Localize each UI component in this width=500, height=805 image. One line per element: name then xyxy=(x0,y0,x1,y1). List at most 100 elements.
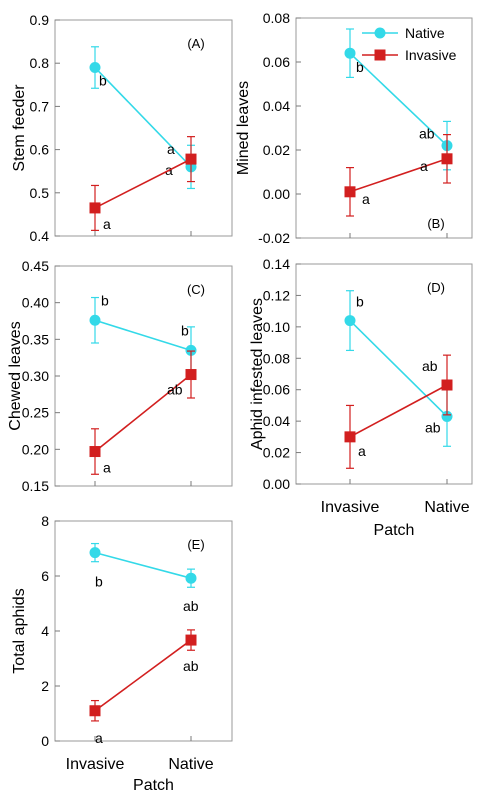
significance-letter: b xyxy=(101,292,109,308)
significance-letter: b xyxy=(99,73,107,89)
y-tick-label: -0.02 xyxy=(258,230,290,246)
x-tick-label: Invasive xyxy=(321,499,380,516)
significance-letter: b xyxy=(356,294,364,310)
y-tick-label: 2 xyxy=(41,678,49,694)
plot-frame xyxy=(54,19,233,237)
y-tick-label: 0.02 xyxy=(263,445,290,461)
y-tick-label: 0.7 xyxy=(30,98,50,114)
data-point-circle xyxy=(344,315,356,327)
data-point-square xyxy=(185,153,197,165)
plot-frame xyxy=(295,263,473,485)
data-point-square xyxy=(185,369,197,381)
y-tick-label: 8 xyxy=(41,513,49,529)
significance-letter: ab xyxy=(419,126,435,142)
series-invasive: aa xyxy=(344,134,453,217)
legend-marker-circle xyxy=(374,27,386,39)
significance-letter: ab xyxy=(167,382,183,398)
significance-letter: ab xyxy=(422,358,438,374)
data-point-circle xyxy=(89,62,101,74)
significance-letter: a xyxy=(167,141,175,157)
significance-letter: b xyxy=(356,59,364,75)
y-tick-label: 0.02 xyxy=(263,142,290,158)
panel-label: (E) xyxy=(187,537,204,552)
y-tick-label: 0.08 xyxy=(263,350,290,366)
series-line xyxy=(349,158,448,193)
series-native: b ab xyxy=(344,290,453,447)
x-tick-label: Invasive xyxy=(66,756,125,773)
series-line xyxy=(349,52,448,147)
y-axis-label: Total aphids xyxy=(11,588,28,673)
y-tick-label: 0.45 xyxy=(22,258,49,274)
significance-letter: a xyxy=(420,158,428,174)
data-point-circle xyxy=(89,314,101,326)
series-native: ba xyxy=(89,46,197,190)
data-point-circle xyxy=(344,47,356,59)
series-invasive: a ab xyxy=(344,354,453,469)
data-point-circle xyxy=(89,547,101,559)
series-line xyxy=(349,320,448,417)
legend: Native Invasive xyxy=(362,25,457,63)
plot-frame xyxy=(295,17,473,239)
panel-label: (C) xyxy=(187,282,205,297)
significance-letter: a xyxy=(362,191,370,207)
chart-panel-d: 0.00 0.02 0.04 0.06 0.08 0.10 0.12 0.14 Invasive… xyxy=(249,256,473,539)
data-point-square xyxy=(441,379,453,391)
series-line xyxy=(94,639,192,712)
series-invasive: a ab xyxy=(89,629,199,746)
data-point-square xyxy=(441,153,453,165)
y-tick-label: 6 xyxy=(41,568,49,584)
significance-letter: a xyxy=(103,460,111,476)
plot-frame xyxy=(54,520,233,742)
y-tick-label: 0.04 xyxy=(263,98,290,114)
chart-panel-b: -0.02 0.00 0.02 0.04 0.06 0.08 Mined leaves (B)… xyxy=(235,10,473,246)
legend-label: Native xyxy=(405,25,445,41)
significance-letter: b xyxy=(95,574,103,590)
significance-letter: a xyxy=(95,730,103,746)
significance-letter: a xyxy=(103,216,111,232)
x-tick-label: Native xyxy=(168,756,213,773)
y-axis-label: Chewed leaves xyxy=(7,321,24,430)
data-point-circle xyxy=(185,572,197,584)
y-tick-label: 0.25 xyxy=(22,405,49,421)
y-tick-label: 0.8 xyxy=(30,55,50,71)
series-invasive: a ab xyxy=(89,350,197,476)
chart-panel-c: 0.15 0.20 0.25 0.30 0.35 0.40 0.45 Chewed leave… xyxy=(7,258,233,494)
data-point-square xyxy=(89,202,101,214)
y-tick-label: 0.30 xyxy=(22,368,49,384)
data-point-square xyxy=(344,186,356,198)
y-tick-label: 0.00 xyxy=(263,476,290,492)
y-axis-label: Mined leaves xyxy=(235,81,252,175)
series-native: bb xyxy=(89,292,197,375)
y-axis-label: Stem feeder xyxy=(11,84,28,172)
data-point-square xyxy=(89,705,101,717)
legend-marker-square xyxy=(374,49,386,61)
significance-letter: ab xyxy=(183,658,199,674)
y-tick-label: 0.12 xyxy=(263,287,290,303)
data-point-square xyxy=(89,446,101,458)
series-line xyxy=(94,66,192,168)
series-line xyxy=(94,373,192,453)
plot-frame xyxy=(54,265,233,487)
y-tick-label: 0.9 xyxy=(30,12,50,28)
y-tick-label: 0.04 xyxy=(263,413,290,429)
y-tick-label: 0.40 xyxy=(22,295,49,311)
panel-label: (D) xyxy=(427,280,445,295)
x-axis-label: Patch xyxy=(374,522,415,539)
y-tick-label: 0.35 xyxy=(22,331,49,347)
x-tick-label: Native xyxy=(424,499,469,516)
y-axis-label: Aphid infested leaves xyxy=(249,298,266,450)
series-line xyxy=(94,551,192,579)
y-tick-label: 0.10 xyxy=(263,319,290,335)
series-line xyxy=(349,384,448,438)
y-tick-label: 0.06 xyxy=(263,382,290,398)
y-tick-label: 0.20 xyxy=(22,441,49,457)
x-axis-label: Patch xyxy=(133,777,174,794)
data-point-circle xyxy=(441,410,453,422)
y-tick-label: 0.00 xyxy=(263,186,290,202)
significance-letter: a xyxy=(358,443,366,459)
panel-label: (B) xyxy=(427,216,444,231)
significance-letter: ab xyxy=(183,598,199,614)
